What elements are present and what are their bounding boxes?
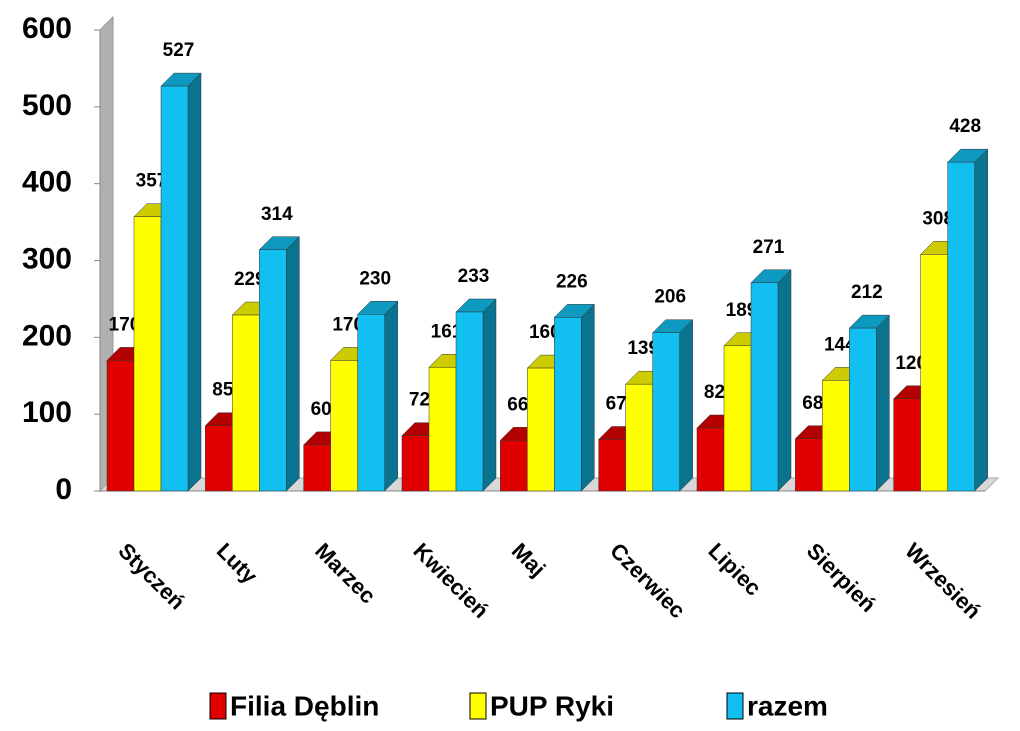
y-tick-label: 500 <box>22 89 72 122</box>
data-label: 428 <box>949 116 981 137</box>
data-label: 67 <box>606 394 627 415</box>
bar-side <box>777 269 792 492</box>
bar <box>401 435 430 492</box>
y-tick-label: 400 <box>22 166 72 199</box>
bar <box>160 85 189 492</box>
bar <box>849 327 877 492</box>
x-tick-label: Marzec <box>310 538 380 608</box>
y-tick-label: 200 <box>22 319 72 352</box>
data-label: 314 <box>261 204 293 225</box>
legend-label: razem <box>747 690 828 721</box>
data-label: 161 <box>431 321 463 342</box>
bar <box>428 367 457 492</box>
data-label: 160 <box>529 322 561 343</box>
data-label: 212 <box>851 282 883 303</box>
bar <box>232 314 260 492</box>
x-tick-label: Lipiec <box>704 538 767 601</box>
data-label: 206 <box>654 287 686 308</box>
y-tick-label: 300 <box>22 242 72 275</box>
bar <box>750 282 779 492</box>
y-tick-label: 0 <box>55 473 72 506</box>
x-tick-label: Czerwiec <box>605 538 690 623</box>
bar-side <box>581 303 595 492</box>
data-label: 170 <box>109 314 141 335</box>
x-tick-label: Luty <box>212 538 263 589</box>
x-tick-label: Sierpień <box>802 538 881 617</box>
legend-swatch <box>726 692 744 720</box>
data-label: 144 <box>824 334 856 355</box>
bar <box>920 254 948 492</box>
bar <box>205 425 233 492</box>
bar <box>947 161 975 492</box>
data-label: 230 <box>359 268 391 289</box>
bar <box>554 317 582 492</box>
bar <box>598 439 626 492</box>
data-label: 271 <box>753 237 785 258</box>
legend-label: Filia Dęblin <box>230 690 379 721</box>
bar <box>822 380 850 492</box>
bar <box>133 216 162 492</box>
data-label: 72 <box>409 390 430 411</box>
x-tick-label: Maj <box>507 538 551 582</box>
bar <box>303 444 331 492</box>
bar <box>455 311 484 492</box>
y-tick-label: 100 <box>22 396 72 429</box>
data-label: 120 <box>895 353 927 374</box>
bar <box>527 367 555 492</box>
bar <box>795 438 823 492</box>
data-label: 170 <box>332 314 364 335</box>
bar <box>357 314 385 492</box>
bar <box>330 360 358 492</box>
bar-side <box>679 319 693 492</box>
bar <box>893 398 921 492</box>
data-label: 139 <box>627 338 659 359</box>
data-label: 357 <box>136 171 168 192</box>
data-label: 527 <box>163 40 195 61</box>
bar-side <box>974 148 988 492</box>
legend-label: PUP Ryki <box>490 690 614 721</box>
bar-side <box>286 236 300 492</box>
data-label: 233 <box>458 266 490 287</box>
bar-side <box>187 72 202 492</box>
y-tick-label: 600 <box>22 12 72 45</box>
bar-side <box>384 300 398 492</box>
data-label: 189 <box>726 300 758 321</box>
data-label: 68 <box>802 393 823 414</box>
bar <box>106 360 135 492</box>
data-label: 85 <box>212 380 234 401</box>
bar <box>625 383 653 492</box>
bar-side <box>482 298 497 492</box>
bar-side <box>876 314 890 492</box>
x-tick-label: Wrzesień <box>900 538 986 624</box>
bar <box>500 440 528 492</box>
data-label: 308 <box>922 208 954 229</box>
x-tick-label: Kwiecień <box>409 538 494 623</box>
data-label: 82 <box>704 382 725 403</box>
legend-swatch <box>209 692 227 720</box>
data-label: 229 <box>234 269 266 290</box>
data-label: 66 <box>507 394 528 415</box>
bar <box>652 332 680 492</box>
legend-swatch <box>469 692 487 720</box>
data-label: 60 <box>311 399 332 420</box>
bar <box>723 345 752 492</box>
bar <box>259 249 287 492</box>
bar <box>696 427 725 492</box>
x-tick-label: Styczeń <box>114 538 190 614</box>
data-label: 226 <box>556 271 588 292</box>
